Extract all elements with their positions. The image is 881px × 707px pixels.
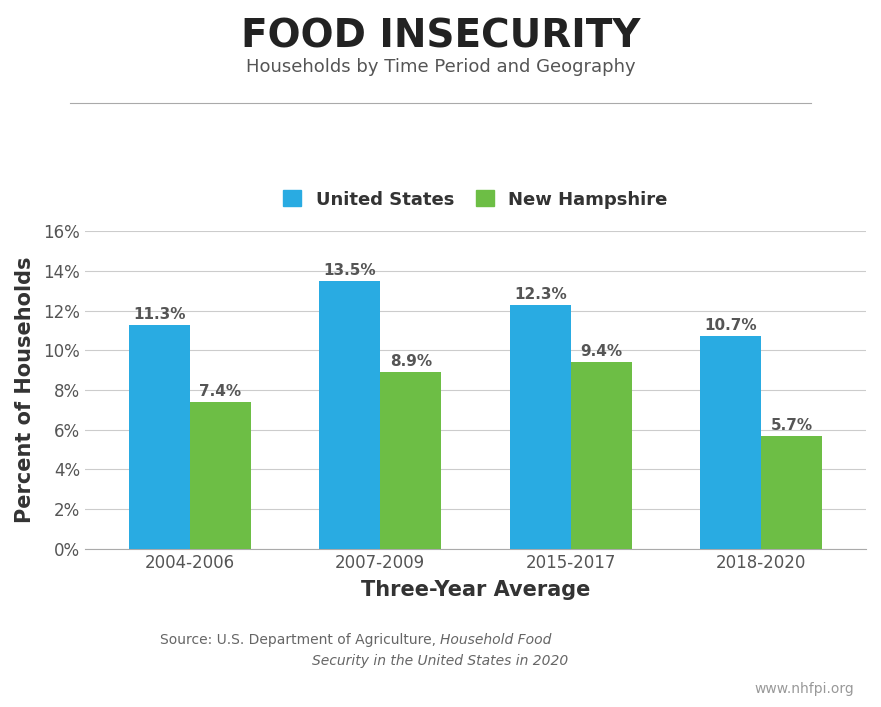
Text: 10.7%: 10.7% [705, 318, 757, 334]
Bar [510, 305, 571, 549]
Text: Household Food: Household Food [440, 633, 552, 647]
Text: 11.3%: 11.3% [133, 307, 186, 322]
Bar [571, 362, 632, 549]
Bar [381, 372, 441, 549]
X-axis label: Three-Year Average: Three-Year Average [361, 580, 590, 600]
Bar [700, 337, 761, 549]
Bar [319, 281, 381, 549]
Y-axis label: Percent of Households: Percent of Households [15, 257, 35, 523]
Bar [761, 436, 822, 549]
Text: Households by Time Period and Geography: Households by Time Period and Geography [246, 58, 635, 76]
Text: Security in the United States in 2020: Security in the United States in 2020 [313, 654, 568, 668]
Text: 9.4%: 9.4% [581, 344, 622, 359]
Text: Source: U.S. Department of Agriculture,: Source: U.S. Department of Agriculture, [160, 633, 440, 647]
Text: 13.5%: 13.5% [323, 263, 376, 278]
Text: FOOD INSECURITY: FOOD INSECURITY [241, 18, 640, 56]
Legend: United States, New Hampshire: United States, New Hampshire [276, 183, 675, 216]
Text: 7.4%: 7.4% [199, 384, 241, 399]
Text: 5.7%: 5.7% [771, 418, 813, 433]
Text: www.nhfpi.org: www.nhfpi.org [755, 682, 855, 696]
Text: 8.9%: 8.9% [389, 354, 432, 369]
Bar [189, 402, 251, 549]
Bar [129, 325, 189, 549]
Text: 12.3%: 12.3% [514, 287, 566, 302]
